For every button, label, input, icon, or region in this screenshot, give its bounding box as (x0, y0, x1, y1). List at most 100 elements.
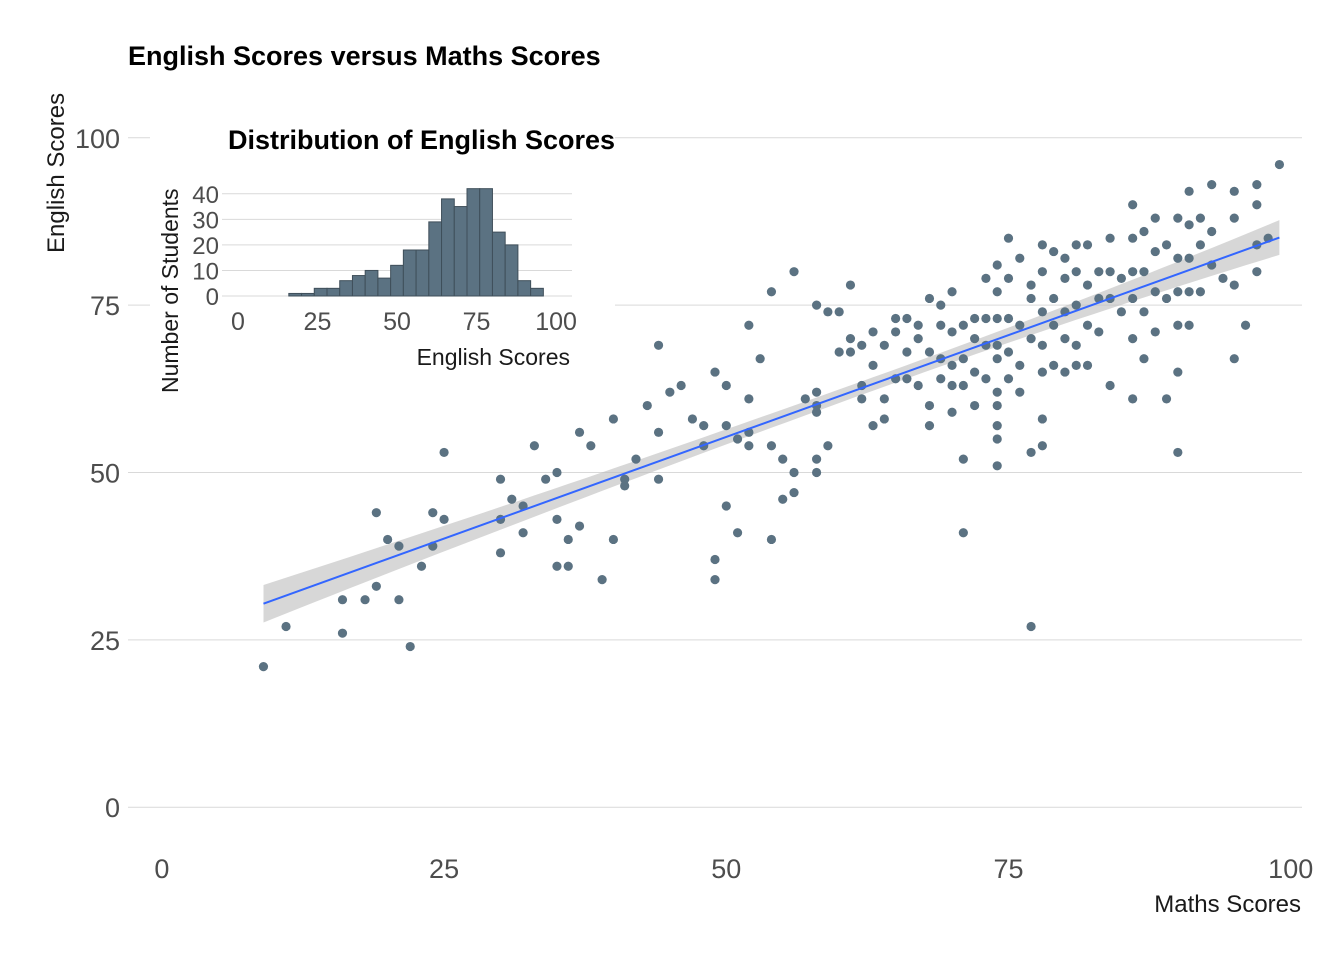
scatter-point (439, 447, 449, 458)
scatter-point (1229, 354, 1239, 364)
scatter-point (1207, 180, 1217, 190)
scatter-point (1037, 414, 1047, 424)
scatter-point (970, 400, 980, 411)
scatter-point (281, 621, 291, 632)
scatter-point (1195, 240, 1206, 250)
inset-y-tick-label: 0 (206, 284, 219, 311)
histogram-bar (351, 275, 366, 297)
scatter-point (936, 320, 946, 330)
scatter-point (992, 434, 1002, 444)
scatter-point (631, 454, 641, 464)
histogram-bar (288, 292, 303, 297)
scatter-point (337, 628, 348, 638)
scatter-point (992, 461, 1002, 471)
scatter-point (1071, 360, 1081, 370)
scatter-point (1184, 186, 1194, 196)
scatter-point (913, 380, 923, 391)
scatter-point (992, 400, 1002, 411)
scatter-point (1015, 320, 1025, 330)
scatter-point (891, 327, 901, 337)
inset-x-axis-label: English Scores (417, 344, 570, 370)
inset-chart-title: Distribution of English Scores (228, 125, 615, 155)
scatter-point (1060, 253, 1070, 263)
inset-x-tick-label: 100 (535, 308, 577, 336)
scatter-point (947, 407, 957, 417)
scatter-point (970, 334, 980, 344)
inset-x-tick-label: 50 (383, 308, 411, 336)
inset-y-tick-label: 10 (192, 258, 219, 285)
inset-y-tick-label: 20 (192, 233, 219, 260)
scatter-point (360, 595, 370, 605)
scatter-point (642, 400, 652, 411)
scatter-point (1184, 320, 1194, 330)
scatter-point (1015, 360, 1025, 370)
main-y-tick-label: 50 (90, 459, 120, 489)
histogram-bar (364, 269, 379, 297)
scatter-point (405, 641, 415, 652)
scatter-point (721, 501, 731, 511)
histogram-bar (453, 206, 468, 297)
scatter-point (495, 548, 506, 558)
scatter-point (507, 494, 517, 504)
scatter-point (789, 487, 799, 498)
scatter-point (947, 327, 957, 337)
scatter-point (755, 354, 765, 364)
scatter-point (1195, 287, 1206, 297)
scatter-point (1184, 220, 1194, 230)
scatter-point (947, 360, 957, 370)
scatter-point (811, 454, 822, 464)
scatter-point (721, 421, 731, 431)
main-x-tick-label: 100 (1268, 854, 1313, 884)
scatter-point (563, 534, 573, 545)
histogram-bar (530, 287, 544, 297)
scatter-point (1173, 447, 1183, 458)
histogram-bar (466, 188, 481, 297)
scatter-point (394, 595, 404, 605)
scatter-point (529, 441, 539, 451)
scatter-point (845, 347, 856, 357)
scatter-point (1229, 186, 1239, 196)
scatter-point (766, 441, 777, 451)
histogram-bar (390, 264, 404, 297)
scatter-point (1071, 340, 1081, 350)
histogram-bar (517, 280, 532, 297)
scatter-point (868, 360, 878, 370)
scatter-point (1026, 334, 1036, 344)
scatter-point (789, 467, 799, 478)
scatter-point (552, 514, 562, 524)
scatter-point (744, 320, 754, 330)
scatter-point (597, 575, 607, 585)
scatter-point (1150, 287, 1160, 297)
scatter-point (947, 380, 957, 391)
scatter-point (868, 327, 878, 337)
scatter-point (1252, 267, 1262, 277)
scatter-point (947, 287, 957, 297)
scatter-point (1037, 267, 1047, 277)
scatter-point (574, 427, 585, 437)
scatter-point (1116, 307, 1126, 317)
scatter-point (1071, 240, 1081, 250)
scatter-point (1105, 267, 1115, 277)
scatter-point (1128, 394, 1138, 404)
scatter-point (1139, 226, 1149, 237)
inset-chart: Distribution of English Scores 010203040… (150, 118, 615, 403)
scatter-point (834, 307, 844, 317)
scatter-point (1003, 374, 1014, 384)
main-x-tick-label: 50 (711, 854, 741, 884)
inset-y-tick-label: 40 (192, 182, 219, 209)
scatter-point (1094, 267, 1104, 277)
scatter-point (1150, 213, 1160, 223)
scatter-point (1128, 200, 1138, 210)
scatter-point (1037, 240, 1047, 250)
scatter-point (1116, 273, 1126, 283)
scatter-point (1026, 447, 1036, 458)
inset-y-axis-label: Number of Students (157, 188, 183, 393)
histogram-bar (479, 188, 493, 297)
scatter-point (1049, 320, 1059, 330)
scatter-point (676, 380, 686, 391)
scatter-point (541, 474, 551, 484)
scatter-point (653, 474, 664, 484)
histogram-bar (339, 280, 353, 297)
scatter-point (936, 374, 946, 384)
regression-line (263, 236, 1280, 605)
